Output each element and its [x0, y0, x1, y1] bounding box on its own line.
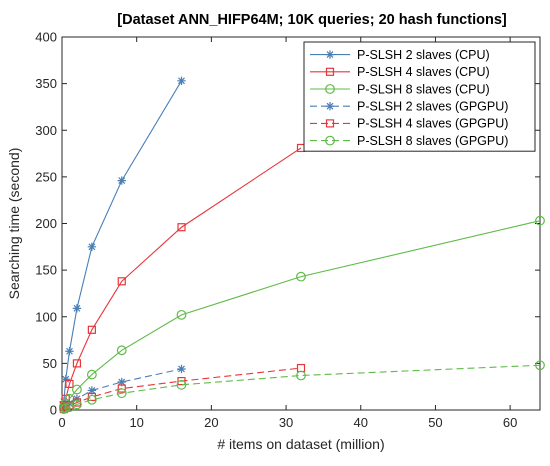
data-point — [87, 242, 97, 252]
data-point — [72, 304, 82, 313]
data-point — [177, 223, 186, 232]
y-tick-label: 350 — [35, 76, 57, 91]
y-tick-label: 300 — [35, 123, 57, 138]
x-tick-label: 20 — [204, 415, 218, 430]
data-point — [176, 309, 187, 320]
legend-label: P-SLSH 2 slaves (CPU) — [357, 48, 490, 62]
data-point — [177, 364, 186, 374]
data-point — [535, 360, 545, 371]
legend-box — [303, 41, 536, 152]
data-point — [60, 403, 71, 414]
legend-marker — [325, 135, 335, 146]
legend-marker — [325, 84, 335, 94]
legend-label: P-SLSH 8 slaves (GPGPU) — [357, 134, 508, 148]
x-tick-label: 40 — [354, 415, 368, 430]
x-tick-label: 50 — [428, 415, 442, 430]
y-tick-label: 100 — [35, 309, 57, 324]
chart-title: [Dataset ANN_HIFP64M; 10K queries; 20 ha… — [117, 12, 507, 28]
y-tick-label: 50 — [43, 356, 57, 371]
legend-label: P-SLSH 2 slaves (GPGPU) — [357, 100, 508, 114]
legend-marker — [325, 119, 335, 128]
x-tick-label: 0 — [58, 415, 65, 430]
legend-label: P-SLSH 8 slaves (CPU) — [357, 82, 490, 96]
data-point — [61, 375, 70, 384]
legend-label: P-SLSH 4 slaves (CPU) — [357, 65, 490, 79]
series-group — [58, 76, 545, 414]
data-point — [58, 404, 69, 414]
data-point — [117, 384, 126, 393]
series-6 — [58, 360, 545, 414]
data-point — [176, 379, 187, 390]
data-point — [87, 325, 96, 334]
data-point — [296, 370, 306, 381]
series-1 — [59, 76, 186, 406]
legend-label: P-SLSH 4 slaves (GPGPU) — [357, 117, 508, 131]
y-tick-label: 200 — [35, 216, 57, 231]
data-point — [86, 369, 97, 380]
y-tick-label: 400 — [35, 30, 57, 45]
legend-marker — [325, 102, 335, 111]
data-point — [86, 394, 97, 405]
legend-marker — [325, 50, 335, 59]
y-axis-label: Searching time (second) — [6, 148, 22, 300]
data-point — [65, 379, 74, 388]
y-tick-label: 250 — [35, 169, 57, 184]
data-point — [177, 76, 186, 86]
data-point — [296, 271, 306, 282]
y-tick-label: 0 — [50, 403, 57, 418]
data-point — [177, 376, 186, 386]
data-point — [117, 176, 126, 185]
x-tick-label: 30 — [279, 415, 293, 430]
x-tick-label: 60 — [503, 415, 517, 430]
x-axis-label: # items on dataset (million) — [217, 436, 384, 452]
data-point — [535, 215, 545, 226]
legend-marker — [325, 67, 335, 76]
x-tick-label: 10 — [129, 415, 143, 430]
data-point — [87, 386, 97, 395]
data-point — [65, 347, 74, 356]
series-line — [63, 364, 541, 410]
y-tick-label: 150 — [35, 263, 57, 278]
axis-ticks: 0 10 20 30 40 50 60 0 50 100 150 200 250 300 350 400 — [35, 30, 540, 430]
data-point — [117, 377, 126, 387]
data-point — [117, 277, 126, 286]
data-point — [72, 384, 82, 395]
data-point — [72, 359, 82, 368]
data-point — [72, 399, 82, 410]
legend: P-SLSH 2 slaves (CPU) P-SLSH 4 slaves (CP… — [303, 41, 536, 152]
data-point — [116, 388, 127, 399]
data-point — [116, 345, 127, 356]
